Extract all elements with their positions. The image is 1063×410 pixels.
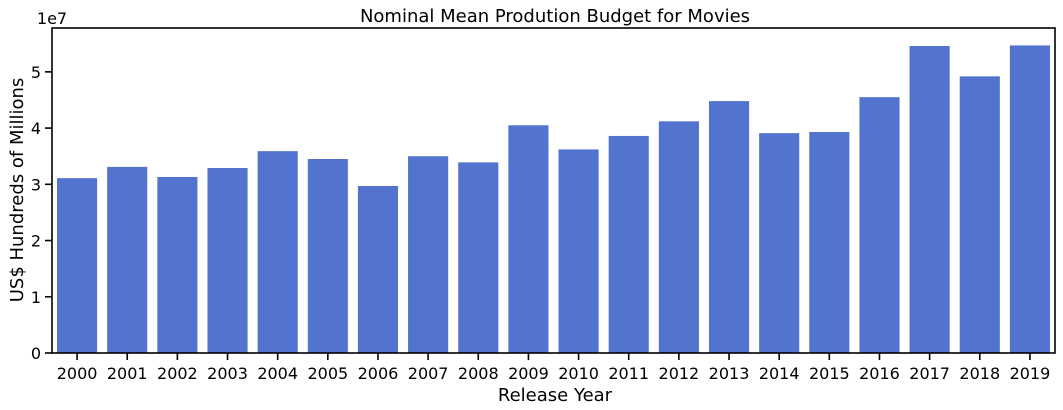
y-tick-label: 0 bbox=[31, 344, 41, 363]
bar-2011 bbox=[608, 135, 649, 353]
x-tick-label: 2002 bbox=[157, 364, 198, 383]
y-tick-label: 1 bbox=[31, 288, 41, 307]
bar-2007 bbox=[408, 156, 449, 353]
x-tick-label: 2003 bbox=[207, 364, 248, 383]
y-tick-label: 3 bbox=[31, 175, 41, 194]
x-tick-label: 2008 bbox=[458, 364, 499, 383]
bar-2013 bbox=[708, 101, 750, 353]
bar-2019 bbox=[1009, 45, 1050, 354]
x-tick-label: 2017 bbox=[909, 364, 950, 383]
x-tick-label: 2014 bbox=[759, 364, 800, 383]
y-scale-label: 1e7 bbox=[37, 9, 67, 28]
bar-2002 bbox=[157, 177, 198, 353]
chart-title: Nominal Mean Prodution Budget for Movies bbox=[360, 6, 750, 27]
y-axis-ticks: 0 1 2 3 4 5 bbox=[31, 63, 52, 363]
x-axis-label: Release Year bbox=[498, 385, 613, 406]
bar-2015 bbox=[809, 132, 850, 353]
bar-2001 bbox=[107, 166, 148, 353]
y-tick-label: 5 bbox=[31, 63, 41, 82]
x-tick-label: 2018 bbox=[959, 364, 1000, 383]
x-tick-label: 2019 bbox=[1010, 364, 1051, 383]
plot-frame bbox=[51, 27, 1056, 354]
x-tick-label: 2015 bbox=[809, 364, 850, 383]
x-tick-label: 2005 bbox=[307, 364, 348, 383]
y-tick-label: 2 bbox=[31, 232, 41, 251]
bar-2009 bbox=[508, 125, 549, 353]
x-tick-label: 2000 bbox=[57, 364, 98, 383]
bar-2018 bbox=[959, 76, 1000, 354]
bar-2017 bbox=[909, 45, 950, 354]
x-tick-label: 2007 bbox=[408, 364, 449, 383]
x-tick-label: 2012 bbox=[659, 364, 700, 383]
x-tick-label: 2013 bbox=[709, 364, 750, 383]
y-tick-label: 4 bbox=[31, 119, 41, 138]
bar-2003 bbox=[207, 168, 248, 353]
x-tick-label: 2009 bbox=[508, 364, 549, 383]
bar-2016 bbox=[859, 97, 900, 354]
x-tick-label: 2006 bbox=[358, 364, 399, 383]
bar-2006 bbox=[357, 186, 399, 353]
bars-group bbox=[57, 45, 1050, 354]
x-tick-label: 2010 bbox=[558, 364, 599, 383]
bar-2008 bbox=[458, 162, 499, 353]
x-tick-label: 2004 bbox=[257, 364, 298, 383]
x-tick-label: 2001 bbox=[107, 364, 148, 383]
bar-2004 bbox=[257, 151, 298, 353]
y-axis-label: US$ Hundreds of Millions bbox=[7, 78, 28, 303]
x-axis-ticks: 2000 2001 2002 2003 2004 2005 2006 2007 2008 2009… bbox=[57, 353, 1051, 383]
x-tick-label: 2011 bbox=[608, 364, 649, 383]
bar-2005 bbox=[307, 159, 348, 353]
bar-2014 bbox=[759, 133, 800, 353]
x-tick-label: 2016 bbox=[859, 364, 900, 383]
bar-2012 bbox=[658, 121, 699, 353]
bar-2010 bbox=[558, 149, 599, 353]
bar-2000 bbox=[57, 178, 98, 353]
